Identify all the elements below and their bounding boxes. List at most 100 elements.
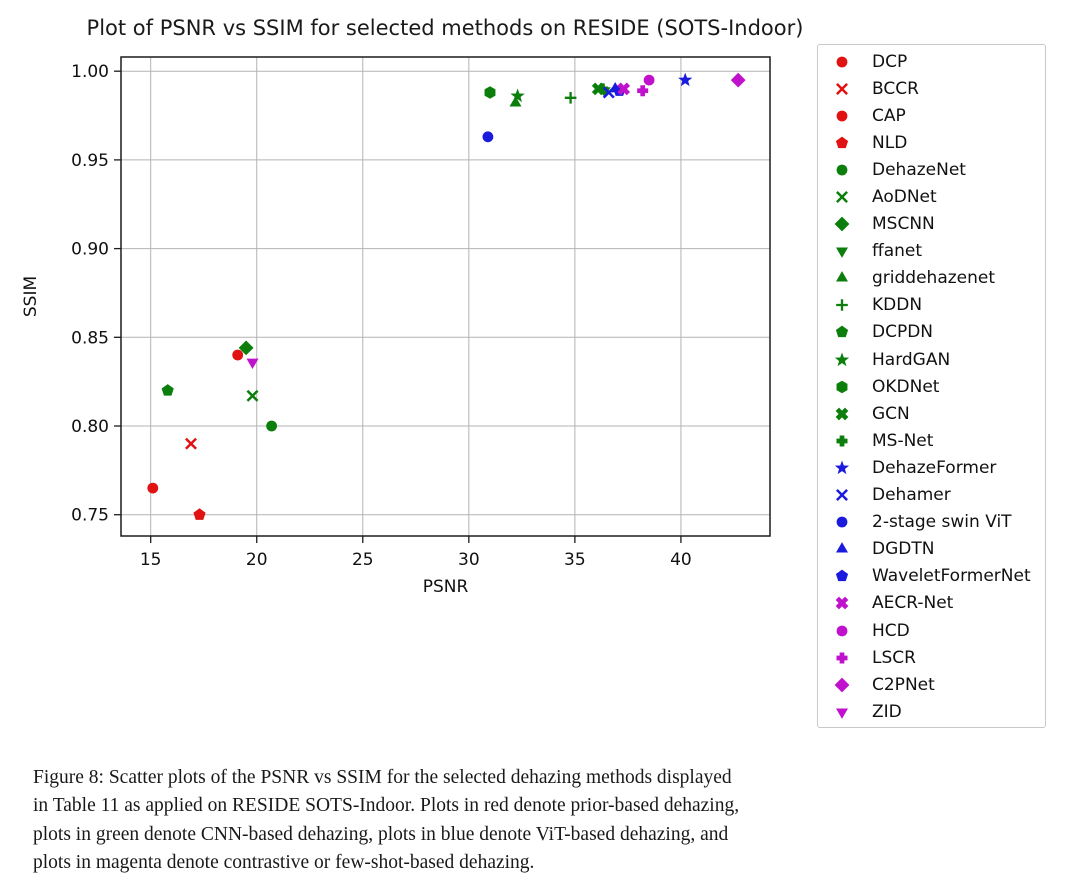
triangle-down-marker-icon bbox=[836, 247, 848, 259]
legend-item-dehamer: Dehamer bbox=[818, 482, 1045, 509]
legend-item-aecr-net: AECR-Net bbox=[818, 590, 1045, 617]
x-axis-label: PSNR bbox=[423, 577, 469, 597]
legend-item-zid: ZID bbox=[818, 698, 1045, 725]
x-tick-label: 35 bbox=[564, 550, 586, 570]
scatter-plot-canvas: 15 20 25 30 35 40 0.75 0.80 0.85 0.90 0.95 1.00 PSNR… bbox=[21, 56, 771, 597]
y-tick-label: 0.75 bbox=[71, 506, 109, 526]
point-dehazenet bbox=[266, 420, 277, 432]
point-kddn bbox=[564, 92, 577, 104]
legend-item-dehazeformer: DehazeFormer bbox=[818, 454, 1045, 481]
legend-item-waveletformernet: WaveletFormerNet bbox=[818, 563, 1045, 590]
point-dehazeformer bbox=[678, 72, 693, 87]
point-dcp bbox=[147, 482, 159, 494]
circle-marker-icon bbox=[836, 110, 848, 122]
legend-label: LSCR bbox=[872, 647, 916, 668]
x-marker-icon bbox=[836, 489, 848, 502]
legend-item-2-stage-swin-vit: 2-stage swin ViT bbox=[818, 509, 1045, 536]
legend-label: ffanet bbox=[872, 241, 923, 262]
legend-label: KDDN bbox=[872, 295, 923, 316]
point-zid bbox=[246, 358, 259, 369]
legend-label: DGDTN bbox=[872, 539, 935, 560]
point-okdnet bbox=[484, 86, 496, 99]
legend-item-gcn: GCN bbox=[818, 400, 1045, 427]
point-hardgan bbox=[510, 88, 525, 103]
legend-label: DCP bbox=[872, 51, 908, 72]
legend-item-dcp: DCP bbox=[818, 48, 1045, 75]
point-aodnet bbox=[246, 389, 259, 402]
y-tick-label: 0.90 bbox=[71, 240, 109, 260]
point-griddehazenet bbox=[509, 96, 522, 107]
legend-label: HCD bbox=[872, 620, 910, 641]
legend-label: C2PNet bbox=[872, 674, 935, 695]
legend-item-bccr: BCCR bbox=[818, 75, 1045, 102]
caption-line: in Table 11 as applied on RESIDE SOTS-In… bbox=[33, 795, 740, 817]
legend-label: MS-Net bbox=[872, 430, 934, 451]
legend-label: griddehazenet bbox=[872, 268, 996, 289]
legend-item-hardgan: HardGAN bbox=[818, 346, 1045, 373]
triangle-down-marker-icon bbox=[836, 708, 848, 719]
triangle-up-marker-icon bbox=[836, 271, 848, 282]
plus-filled-marker-icon bbox=[836, 435, 848, 447]
diamond-marker-icon bbox=[834, 677, 850, 693]
legend-item-mscnn: MSCNN bbox=[818, 211, 1045, 238]
legend-label: DCPDN bbox=[872, 322, 934, 343]
legend-item-dcpdn: DCPDN bbox=[818, 319, 1045, 346]
legend-item-griddehazenet: griddehazenet bbox=[818, 265, 1045, 292]
x-tick-label: 30 bbox=[458, 550, 480, 570]
point-lscr bbox=[637, 85, 649, 97]
pentagon-marker-icon bbox=[835, 569, 849, 582]
pentagon-marker-icon bbox=[835, 326, 849, 338]
point-aecr-net bbox=[617, 82, 631, 96]
plus-marker-icon bbox=[836, 299, 848, 312]
hexagon-marker-icon bbox=[836, 380, 848, 393]
legend-item-nld: NLD bbox=[818, 129, 1045, 156]
plus-filled-marker-icon bbox=[836, 652, 848, 664]
star-marker-icon bbox=[834, 460, 850, 475]
x-tick-label: 25 bbox=[352, 550, 374, 570]
pentagon-marker-icon bbox=[835, 136, 849, 149]
y-tick-label: 0.80 bbox=[71, 417, 109, 437]
circle-marker-icon bbox=[836, 164, 848, 176]
x-tick-label: 15 bbox=[140, 550, 162, 570]
x-tick-label: 40 bbox=[670, 550, 692, 570]
legend-label: WaveletFormerNet bbox=[872, 566, 1031, 587]
legend-item-dgdtn: DGDTN bbox=[818, 536, 1045, 563]
plot-box bbox=[120, 56, 771, 537]
legend-label: MSCNN bbox=[872, 214, 935, 235]
legend-item-ffanet: ffanet bbox=[818, 238, 1045, 265]
x-tick-label: 20 bbox=[246, 550, 268, 570]
point-c2pnet bbox=[730, 72, 746, 88]
legend-label: BCCR bbox=[872, 78, 919, 99]
legend-label: DehazeFormer bbox=[872, 457, 997, 478]
chart-legend: DCP BCCR CAP NLD DehazeNet AoDNet MSCNN ffanet g… bbox=[817, 44, 1046, 728]
legend-label: OKDNet bbox=[872, 376, 940, 397]
point-hcd bbox=[643, 74, 655, 86]
x-filled-marker-icon bbox=[835, 407, 849, 421]
legend-label: DehazeNet bbox=[872, 159, 966, 180]
legend-label: GCN bbox=[872, 403, 910, 424]
caption-line: plots in magenta denote contrastive or f… bbox=[33, 852, 535, 874]
circle-marker-icon bbox=[836, 56, 848, 67]
legend-label: ZID bbox=[872, 701, 902, 722]
legend-label: Dehamer bbox=[872, 485, 951, 506]
legend-item-okdnet: OKDNet bbox=[818, 373, 1045, 400]
diamond-marker-icon bbox=[834, 216, 850, 232]
legend-item-dehazenet: DehazeNet bbox=[818, 156, 1045, 183]
legend-item-ms-net: MS-Net bbox=[818, 427, 1045, 454]
circle-marker-icon bbox=[836, 516, 848, 528]
star-marker-icon bbox=[834, 352, 850, 366]
circle-marker-icon bbox=[836, 625, 848, 636]
legend-item-lscr: LSCR bbox=[818, 644, 1045, 671]
point-nld bbox=[193, 508, 206, 520]
legend-item-hcd: HCD bbox=[818, 617, 1045, 644]
point-cap bbox=[232, 349, 244, 361]
y-axis-label: SSIM bbox=[21, 276, 41, 317]
chart-title: Plot of PSNR vs SSIM for selected method… bbox=[86, 16, 804, 40]
y-tick-label: 0.95 bbox=[71, 151, 109, 171]
legend-label: AoDNet bbox=[872, 187, 937, 208]
caption-line: plots in green denote CNN-based dehazing… bbox=[33, 823, 729, 845]
legend-label: HardGAN bbox=[872, 349, 951, 370]
legend-label: AECR-Net bbox=[872, 593, 954, 614]
triangle-up-marker-icon bbox=[836, 542, 848, 553]
